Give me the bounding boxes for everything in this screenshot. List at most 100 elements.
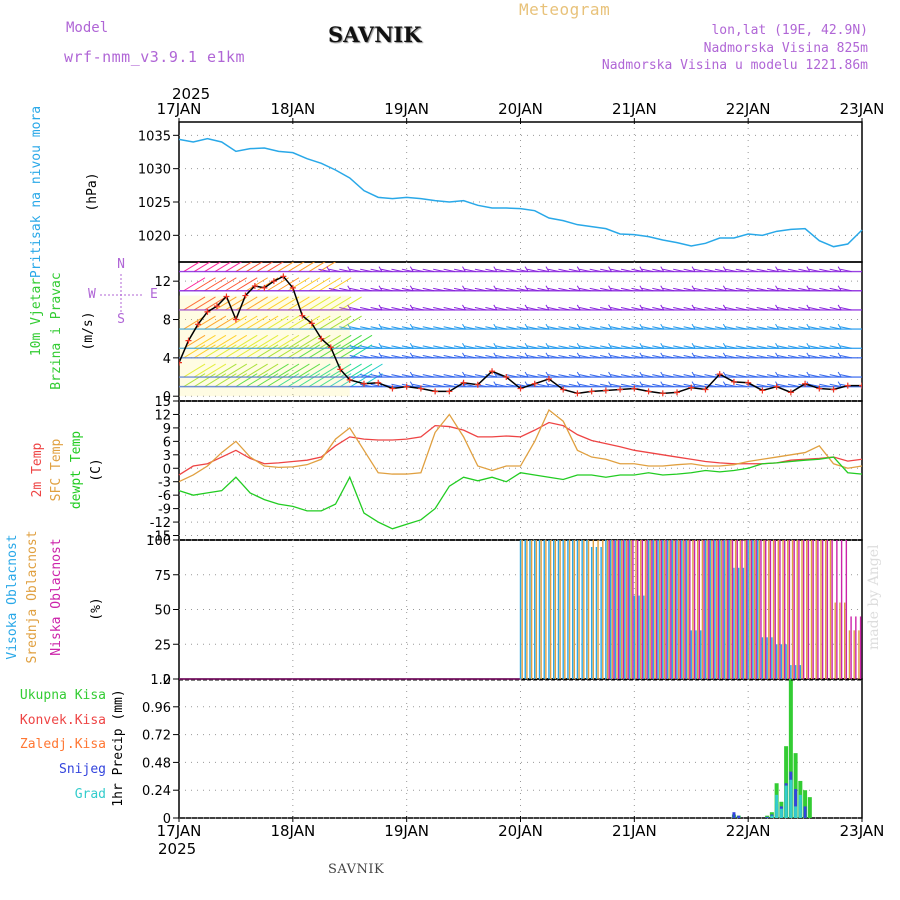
wind-gust-marker [432, 388, 439, 395]
station-title: SAVNIK [328, 22, 422, 47]
wind-barb [360, 373, 383, 388]
wind-barb-flag [524, 371, 529, 378]
wind-barb-flag [660, 323, 665, 330]
wind-barb-flag [462, 304, 466, 311]
wind-gust-marker [503, 374, 510, 381]
wind-gust-marker [489, 368, 496, 375]
wind-gust-marker [574, 390, 581, 397]
panel-pressure: 1035 1030 1025 1020 [138, 121, 863, 263]
wind-barb [277, 277, 300, 292]
wind-gust-marker [659, 390, 666, 397]
wind-barb-flag [493, 304, 498, 311]
wind-barb [277, 344, 300, 359]
precip-graupel-bar [779, 808, 783, 818]
wind-barb-flag [524, 285, 529, 292]
wind-barb [225, 315, 248, 330]
wind-gust-marker [251, 282, 258, 289]
wind-barb-flag [347, 323, 352, 330]
wind-barb-flag [524, 343, 529, 349]
wind-barb-flag [326, 266, 331, 272]
wind-barb-flag [608, 381, 612, 387]
wind-gust-marker [327, 344, 334, 351]
legend-zaledj-kisa: Zaledj.Kisa [20, 737, 106, 752]
wind-barb-flag [660, 381, 665, 387]
wind-barb [225, 277, 248, 292]
wind-barb-flag [775, 285, 779, 292]
wind-barb-flag [722, 266, 727, 272]
wind-gust-marker [802, 380, 809, 387]
legend-konvek-kisa: Konvek.Kisa [20, 713, 106, 728]
wind-barb-flag [691, 343, 696, 349]
wind-barb-flag [639, 343, 644, 349]
wind-barb-flag [462, 266, 466, 272]
wind-gust-marker [280, 273, 287, 280]
bottom-date-label: 20JAN [498, 822, 543, 840]
wind-barb-flag [378, 343, 383, 349]
y-tick-label: 0 [163, 812, 171, 827]
wind-barb [340, 296, 362, 311]
wind-barb-flag [660, 285, 665, 292]
wind-barb [214, 373, 237, 388]
wind-barb-flag [545, 381, 550, 387]
wind-gust-marker [375, 379, 382, 386]
wind-gust-marker [631, 385, 638, 392]
wind-gust-marker [787, 389, 794, 396]
wind-barb [214, 262, 232, 273]
wind-barb [298, 296, 321, 311]
wind-barb [308, 315, 331, 330]
wind-barb-flag [409, 381, 414, 387]
wind-barb [287, 373, 310, 388]
wind-barb-flag [378, 352, 383, 359]
wind-barb [256, 296, 279, 311]
wind-barb-flag [608, 285, 612, 292]
wind-barb-flag [378, 285, 383, 292]
precip-graupel-bar [770, 815, 774, 818]
y-tick-label: -3 [158, 476, 171, 491]
strong-wind-area [179, 295, 350, 397]
wind-barb [287, 344, 310, 359]
wind-barb-flag [576, 352, 581, 359]
wind-barb-flag [660, 304, 665, 311]
wind-barb-flag [806, 323, 811, 330]
wind-gust-marker [460, 379, 467, 386]
wind-barb [277, 334, 300, 349]
wind-barb-flag [608, 304, 612, 311]
wind-barb-flag [462, 285, 466, 292]
wind-barb-flag [639, 352, 644, 359]
wind-barb [319, 344, 341, 359]
wind-barb-flag [775, 304, 779, 311]
bottom-date-label: 18JAN [270, 822, 315, 840]
wind-barb-flag [775, 266, 779, 272]
wind-axis-label: 10m Vjetar [29, 278, 44, 356]
y-tick-label: 1.2 [150, 673, 171, 688]
wind-barb [193, 344, 216, 359]
wind-barb [298, 315, 321, 330]
wind-barb-flag [493, 323, 498, 330]
wind-barb-flag [608, 266, 612, 272]
y-tick-label: 9 [163, 422, 171, 437]
wind-barb [340, 344, 362, 359]
wind-barb [298, 363, 321, 378]
wind-barb [298, 344, 321, 359]
wind-barb [225, 373, 248, 388]
top-date-label: 18JAN [270, 100, 315, 118]
wind-barb-flag [837, 285, 842, 292]
y-tick-label: 25 [154, 638, 171, 653]
top-date-label: 22JAN [726, 100, 771, 118]
wind-barb-flag [806, 266, 811, 272]
wind-barb-flag [722, 285, 727, 292]
wind-barb-flag [608, 323, 612, 330]
top-date-label: 19JAN [384, 100, 429, 118]
wind-barb-flag [837, 352, 842, 359]
wind-gust-marker [773, 383, 780, 390]
wind-barb-flag [639, 323, 644, 330]
wind-barb-flag [524, 352, 529, 359]
wind-gust-marker [346, 376, 353, 383]
precip-axis-label: 1hr Precip (mm) [111, 689, 126, 806]
y-tick-label: 0.48 [142, 756, 171, 771]
wind-barb [235, 277, 258, 292]
temp-dewpt-line [178, 456, 863, 530]
wind-barb [183, 363, 206, 378]
wind-barb [277, 373, 300, 388]
wind-barb [214, 315, 237, 330]
